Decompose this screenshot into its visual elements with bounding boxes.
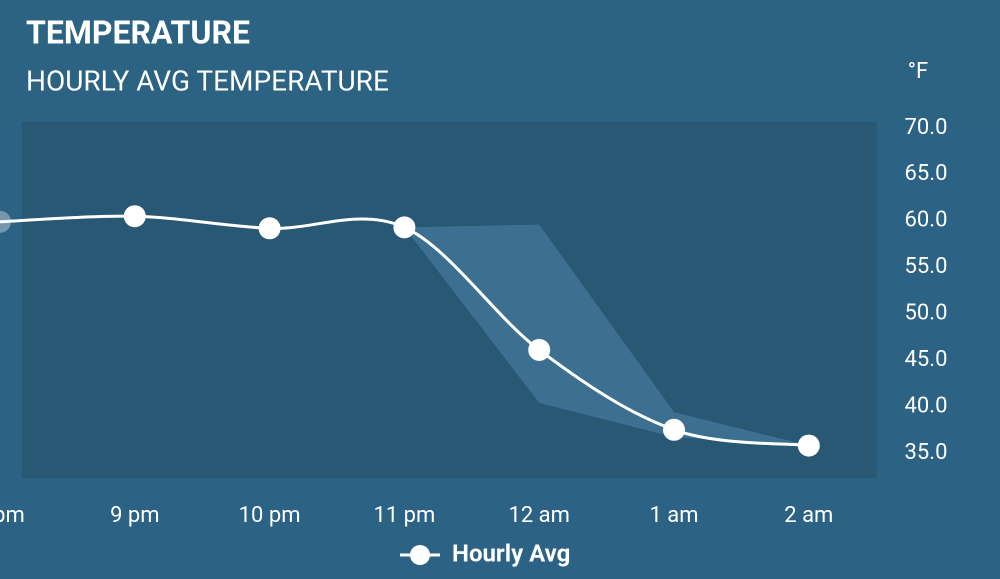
x-tick-label: 12 am [508,503,569,528]
range-band [404,224,809,446]
y-tick-label: 65.0 [905,161,948,186]
y-tick-label: 35.0 [905,440,948,465]
plot-area [22,122,877,478]
header [0,0,1000,120]
y-tick-label: 45.0 [905,347,948,372]
point [393,216,416,239]
legend-swatch [410,545,430,565]
y-tick-label: 40.0 [905,393,948,418]
x-tick-label: 11 pm [373,503,435,528]
x-tick-label: 10 pm [239,503,301,528]
point [0,210,11,233]
y-tick-label: 55.0 [905,254,948,279]
chart-title: TEMPERATURE [26,13,250,51]
point [797,434,820,457]
point [123,205,146,228]
x-tick-label: 2 am [784,503,833,528]
point [258,217,281,240]
x-tick-label: 9 pm [110,503,159,528]
x-tick-label: 1 am [649,503,698,528]
x-tick-label: 8 pm [0,503,25,528]
chart-subtitle: HOURLY AVG TEMPERATURE [26,64,389,97]
point [528,338,551,361]
point [663,418,685,441]
legend-label: Hourly Avg [452,539,570,567]
y-tick-label: 60.0 [905,208,948,233]
y-tick-label: 50.0 [905,301,948,326]
unit-label: °F [908,59,928,84]
y-tick-label: 70.0 [905,115,948,140]
